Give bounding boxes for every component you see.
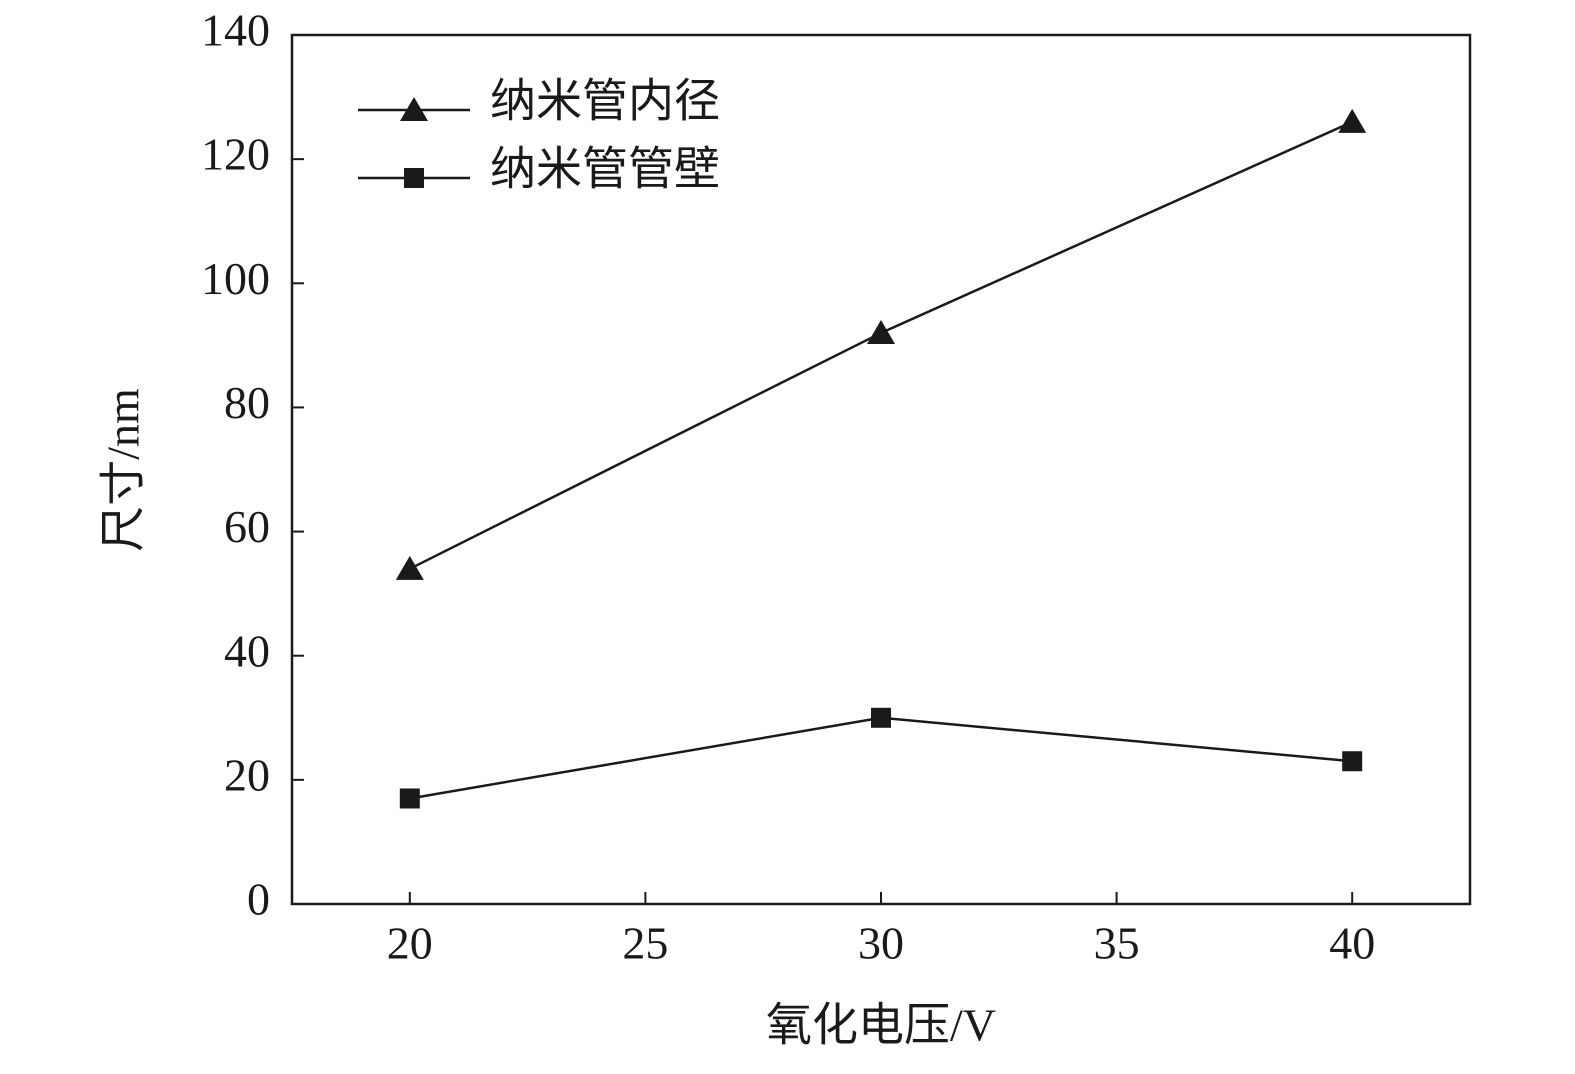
y-tick-label: 0: [247, 874, 270, 925]
marker: [1342, 751, 1363, 772]
y-axis-label: 尺寸/nm: [98, 388, 149, 552]
x-tick-label: 20: [387, 918, 433, 969]
marker: [404, 168, 424, 188]
y-tick-label: 100: [201, 253, 270, 304]
marker: [400, 97, 428, 121]
y-tick-label: 20: [224, 749, 270, 800]
x-tick-label: 35: [1094, 918, 1140, 969]
y-tick-label: 80: [224, 377, 270, 428]
series-line: [409, 716, 1353, 800]
marker: [395, 555, 424, 580]
x-tick-label: 40: [1329, 918, 1375, 969]
x-axis-label: 氧化电压/V: [766, 1000, 996, 1051]
x-tick-label: 30: [858, 918, 904, 969]
y-tick-label: 40: [224, 625, 270, 676]
x-tick-label: 25: [622, 918, 668, 969]
y-tick-label: 120: [201, 129, 270, 180]
legend-label: 纳米管管壁: [490, 144, 720, 195]
y-tick-label: 140: [201, 5, 270, 56]
legend-label: 纳米管内径: [490, 76, 720, 127]
marker: [399, 788, 420, 809]
marker: [1338, 108, 1367, 133]
marker: [871, 707, 891, 728]
marker: [867, 319, 895, 344]
y-tick-label: 60: [224, 501, 270, 552]
plot-frame: [290, 33, 1472, 906]
